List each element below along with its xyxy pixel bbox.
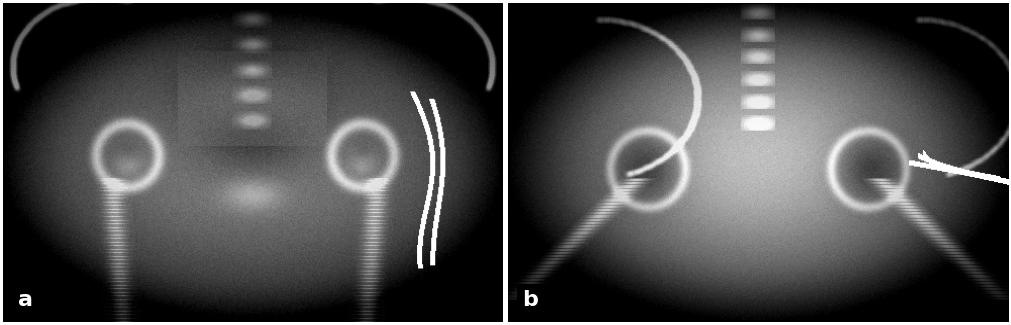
Text: a: a xyxy=(18,290,33,310)
Text: b: b xyxy=(523,290,539,310)
